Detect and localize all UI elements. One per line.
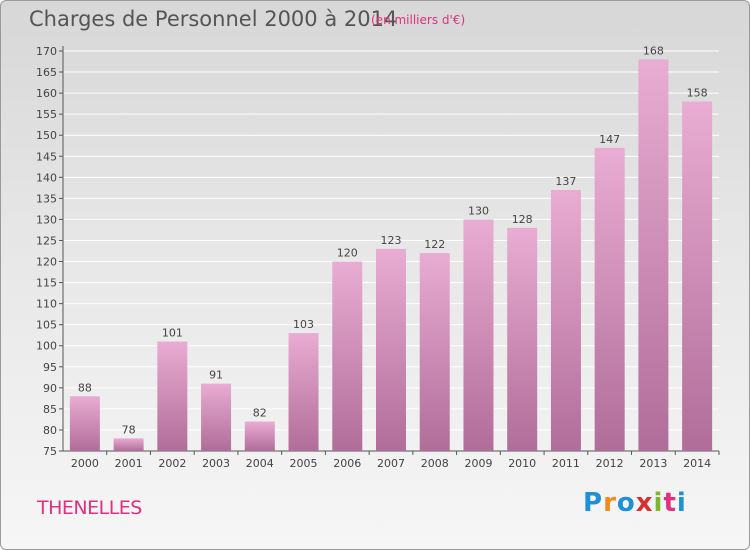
bar-2007 [376,248,406,451]
x-tick-label: 2003 [202,457,230,470]
data-label-2010: 128 [512,213,533,226]
x-tick-label: 2007 [377,457,405,470]
y-tick-label: 75 [43,445,57,458]
bar-2006 [332,261,363,451]
bar-2010 [507,227,538,451]
chart-title: Charges de Personnel 2000 à 2014 [29,7,398,31]
x-tick-label: 2006 [333,457,361,470]
logo-letter: r [603,488,617,518]
y-tick-label: 110 [36,298,57,311]
data-label-2004: 82 [253,407,267,420]
x-tick-label: 2004 [246,457,274,470]
y-tick-label: 145 [36,150,57,163]
y-tick-label: 150 [36,129,57,142]
x-tick-label: 2012 [596,457,624,470]
y-tick-label: 80 [43,424,57,437]
logo-letter: t [663,488,677,518]
bar-2011 [550,189,581,451]
y-tick-label: 140 [36,171,57,184]
x-tick-label: 2009 [464,457,492,470]
x-tick-label: 2008 [421,457,449,470]
y-tick-label: 170 [36,45,57,58]
y-tick-label: 155 [36,108,57,121]
y-tick-label: 95 [43,361,57,374]
bar-2005 [288,333,319,451]
bar-2004 [244,421,275,451]
logo-letter: o [616,488,636,518]
logo-letter: x [635,488,654,518]
logo-letter: i [676,488,687,518]
bar-2003 [201,383,232,451]
y-tick-label: 165 [36,66,57,79]
data-label-2008: 122 [424,238,445,251]
y-tick-label: 130 [36,213,57,226]
logo-letter: P [583,488,604,518]
y-tick-label: 125 [36,234,57,247]
data-label-2014: 158 [687,87,708,100]
chart-subtitle: (en milliers d'€) [371,13,466,27]
y-tick-label: 85 [43,403,57,416]
bar-2014 [682,101,713,452]
data-label-2002: 101 [162,327,183,340]
y-tick-label: 90 [43,382,57,395]
y-tick-label: 135 [36,192,57,205]
bar-2002 [157,341,188,451]
x-tick-label: 2010 [508,457,536,470]
bars [69,59,713,452]
proxiti-logo[interactable]: Proxiti [583,488,687,518]
bar-2009 [463,219,494,451]
data-label-2013: 168 [643,44,664,57]
x-tick-label: 2002 [158,457,186,470]
data-label-2011: 137 [555,175,576,188]
data-label-2007: 123 [381,234,402,247]
data-label-2000: 88 [78,381,92,394]
bar-2008 [419,253,450,451]
data-label-2003: 91 [209,369,223,382]
labels: 75 80 85 90 95 100 105 110 115 120 125 130 135 140 145… [36,44,711,470]
commune-name: THENELLES [37,497,142,519]
x-tick-label: 2000 [71,457,99,470]
data-label-2009: 130 [468,204,489,217]
bar-2000 [69,396,100,451]
y-tick-label: 100 [36,340,57,353]
x-tick-label: 2014 [683,457,711,470]
y-tick-label: 115 [36,277,57,290]
logo-letter: i [653,488,664,518]
data-label-2001: 78 [122,423,136,436]
x-tick-label: 2013 [639,457,667,470]
x-tick-label: 2005 [290,457,318,470]
bar-2013 [638,59,669,451]
data-label-2006: 120 [337,247,358,260]
bar-2012 [594,147,625,451]
x-tick-label: 2011 [552,457,580,470]
x-tick-label: 2001 [115,457,143,470]
data-label-2005: 103 [293,318,314,331]
bar-2001 [113,438,144,451]
y-tick-label: 160 [36,87,57,100]
y-tick-label: 120 [36,256,57,269]
y-tick-label: 105 [36,319,57,332]
data-label-2012: 147 [599,133,620,146]
